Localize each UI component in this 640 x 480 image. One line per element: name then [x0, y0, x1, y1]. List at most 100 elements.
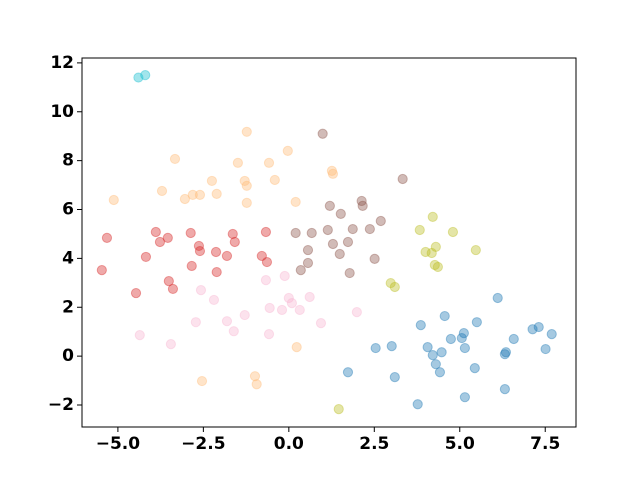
point: [342, 367, 354, 378]
point: [165, 339, 176, 350]
point: [470, 244, 481, 256]
point: [458, 328, 469, 339]
point: [389, 372, 400, 383]
point: [434, 367, 446, 378]
y-tick-label: 12: [50, 53, 74, 73]
x-tick-label: 0.0: [274, 434, 304, 454]
x-tick-label: −5.0: [96, 434, 141, 454]
point: [241, 197, 252, 209]
point: [304, 291, 315, 303]
point: [324, 200, 335, 211]
point: [227, 228, 238, 240]
point: [162, 232, 173, 243]
point: [187, 189, 198, 200]
point: [167, 283, 179, 295]
point: [527, 324, 538, 335]
point: [291, 341, 302, 353]
point: [108, 194, 119, 206]
point: [154, 236, 166, 248]
point: [263, 329, 275, 340]
y-tick-label: 10: [50, 102, 74, 122]
point: [471, 317, 482, 328]
point: [140, 251, 152, 263]
point: [290, 227, 301, 239]
point: [249, 371, 261, 382]
point: [251, 379, 262, 390]
x-tick-label: 7.5: [530, 434, 560, 454]
point: [295, 265, 306, 276]
x-tick-label: −2.5: [181, 434, 225, 454]
point: [140, 70, 151, 81]
y-tick-label: 4: [62, 248, 74, 268]
point: [211, 266, 222, 278]
point: [261, 256, 273, 268]
point: [364, 223, 375, 235]
point: [492, 292, 503, 304]
point: [264, 302, 275, 314]
point: [389, 281, 400, 293]
point: [206, 175, 218, 187]
point: [193, 240, 205, 252]
point: [269, 174, 280, 186]
point: [327, 168, 339, 179]
point: [196, 375, 208, 387]
point: [232, 157, 243, 168]
point: [211, 188, 222, 199]
point: [221, 250, 233, 262]
point: [420, 246, 431, 258]
point: [356, 195, 367, 207]
point: [426, 247, 437, 259]
point: [229, 236, 240, 248]
point: [186, 260, 197, 272]
point: [130, 287, 142, 299]
point: [469, 363, 480, 374]
point: [342, 236, 354, 248]
point: [260, 275, 272, 286]
point: [546, 329, 557, 340]
point: [290, 196, 301, 208]
point: [156, 185, 168, 197]
point: [134, 330, 145, 341]
point: [499, 349, 510, 360]
point: [179, 193, 191, 205]
point: [302, 257, 314, 269]
point: [294, 304, 305, 316]
point: [286, 298, 298, 309]
point: [194, 189, 206, 200]
point: [302, 244, 314, 256]
point: [459, 342, 470, 354]
point: [422, 341, 433, 353]
point: [241, 180, 252, 191]
point: [370, 342, 381, 354]
point: [459, 392, 470, 403]
plot-frame: [81, 57, 577, 428]
point: [208, 294, 220, 306]
point: [432, 261, 443, 273]
point: [96, 265, 107, 276]
point: [322, 224, 333, 236]
point: [369, 253, 380, 264]
point: [430, 359, 441, 370]
point: [317, 128, 328, 139]
point: [260, 226, 272, 238]
point: [499, 384, 510, 395]
point: [540, 343, 551, 355]
point: [447, 226, 459, 238]
point: [190, 317, 201, 328]
point: [386, 341, 397, 352]
point: [185, 227, 196, 239]
point: [334, 248, 345, 260]
point: [163, 276, 174, 287]
point: [326, 165, 338, 176]
point: [436, 347, 447, 358]
y-tick-label: 6: [62, 200, 74, 220]
y-tick-label: 2: [62, 297, 74, 317]
point: [276, 304, 288, 316]
point: [221, 316, 233, 327]
point: [169, 153, 181, 165]
point: [456, 332, 467, 344]
point: [239, 175, 250, 187]
point: [282, 145, 293, 156]
point: [415, 319, 426, 331]
point: [241, 126, 252, 137]
